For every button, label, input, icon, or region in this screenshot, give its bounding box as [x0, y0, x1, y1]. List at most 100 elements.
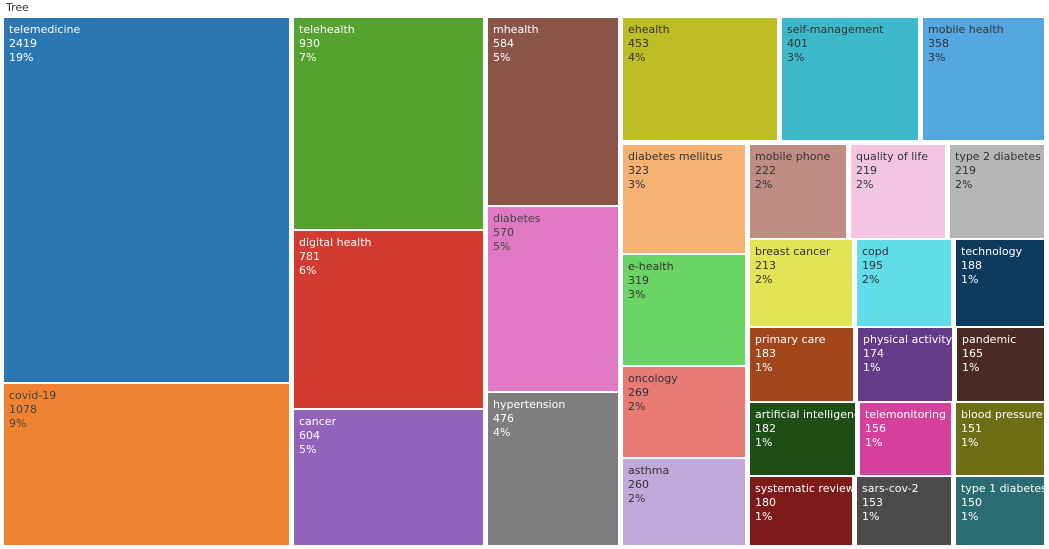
tile-value-pandemic: 165 [962, 347, 983, 360]
tile-value-technology: 188 [961, 259, 982, 272]
tile-percent-type-1-diabetes: 1% [961, 510, 978, 523]
tile-label-telemedicine: telemedicine [9, 23, 81, 36]
tile-value-mobile-health: 358 [928, 37, 949, 50]
tile-value-breast-cancer: 213 [755, 259, 776, 272]
tile-label-oncology: oncology [628, 372, 678, 385]
tile-percent-telemonitoring: 1% [865, 436, 882, 449]
tile-label-covid-19: covid-19 [9, 389, 56, 402]
tile-percent-self-management: 3% [787, 51, 804, 64]
tile-rect-technology [956, 240, 1044, 326]
tile-rect-hypertension [488, 393, 618, 545]
tile-label-digital-health: digital health [299, 236, 372, 249]
tile-label-diabetes-mellitus: diabetes mellitus [628, 150, 723, 163]
tile-percent-copd: 2% [862, 273, 879, 286]
tile-value-artificial-intelligence: 182 [755, 422, 776, 435]
tile-percent-e-health: 3% [628, 288, 645, 301]
tile-rect-breast-cancer [750, 240, 852, 326]
tile-label-primary-care: primary care [755, 333, 826, 346]
tile-percent-type-2-diabetes: 2% [955, 178, 972, 191]
tile-label-asthma: asthma [628, 464, 669, 477]
tile-rect-quality-of-life [851, 145, 945, 238]
tile-value-copd: 195 [862, 259, 883, 272]
tile-label-mobile-health: mobile health [928, 23, 1004, 36]
tile-rect-covid-19 [4, 384, 289, 545]
tile-percent-mhealth: 5% [493, 51, 510, 64]
tile-rect-systematic-review [750, 477, 852, 545]
tile-rect-diabetes-mellitus [623, 145, 745, 253]
tile-label-breast-cancer: breast cancer [755, 245, 831, 258]
tile-percent-sars-cov-2: 1% [862, 510, 879, 523]
tile-label-telemonitoring: telemonitoring [865, 408, 946, 421]
tile-value-primary-care: 183 [755, 347, 776, 360]
tile-percent-blood-pressure: 1% [961, 436, 978, 449]
tile-label-blood-pressure: blood pressure [961, 408, 1043, 421]
tile-percent-diabetes: 5% [493, 240, 510, 253]
tile-value-quality-of-life: 219 [856, 164, 877, 177]
tile-rect-telemedicine [4, 18, 289, 382]
tile-value-blood-pressure: 151 [961, 422, 982, 435]
tile-percent-telemedicine: 19% [9, 51, 33, 64]
tile-rect-asthma [623, 459, 745, 545]
tile-label-type-2-diabetes: type 2 diabetes [955, 150, 1041, 163]
tile-percent-technology: 1% [961, 273, 978, 286]
tile-rect-type-2-diabetes [950, 145, 1044, 238]
tile-value-covid-19: 1078 [9, 403, 37, 416]
tile-value-self-management: 401 [787, 37, 808, 50]
tile-label-artificial-intelligence: artificial intelligence [755, 408, 867, 421]
tile-rect-digital-health [294, 231, 483, 408]
tile-value-ehealth: 453 [628, 37, 649, 50]
tile-percent-telehealth: 7% [299, 51, 316, 64]
tile-label-ehealth: ehealth [628, 23, 670, 36]
tile-value-e-health: 319 [628, 274, 649, 287]
tile-label-pandemic: pandemic [962, 333, 1016, 346]
tile-value-diabetes-mellitus: 323 [628, 164, 649, 177]
tile-value-mobile-phone: 222 [755, 164, 776, 177]
tile-label-telehealth: telehealth [299, 23, 355, 36]
tile-rect-diabetes [488, 207, 618, 391]
tile-value-hypertension: 476 [493, 412, 514, 425]
tile-value-cancer: 604 [299, 429, 320, 442]
tile-label-copd: copd [862, 245, 889, 258]
tile-percent-digital-health: 6% [299, 264, 316, 277]
tile-label-physical-activity: physical activity [863, 333, 953, 346]
tile-rect-type-1-diabetes [956, 477, 1044, 545]
tile-percent-oncology: 2% [628, 400, 645, 413]
tile-label-sars-cov-2: sars-cov-2 [862, 482, 919, 495]
tile-value-mhealth: 584 [493, 37, 514, 50]
tile-label-diabetes: diabetes [493, 212, 541, 225]
tile-percent-quality-of-life: 2% [856, 178, 873, 191]
tile-percent-covid-19: 9% [9, 417, 26, 430]
tile-rect-copd [857, 240, 951, 326]
tile-label-quality-of-life: quality of life [856, 150, 928, 163]
